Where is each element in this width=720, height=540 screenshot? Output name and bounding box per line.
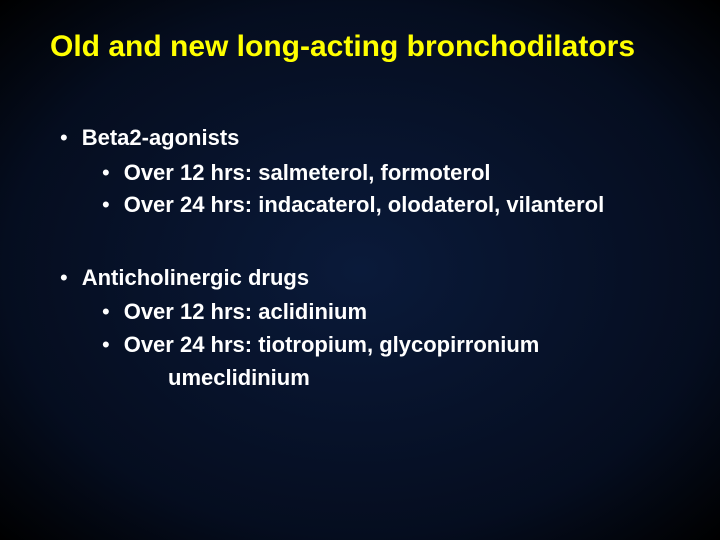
bullet-icon: • [102, 191, 110, 220]
bullet-text: Over 12 hrs: salmeterol, formoterol [124, 159, 491, 188]
bullet-heading: Anticholinergic drugs [82, 264, 309, 293]
bullet-text: Over 24 hrs: indacaterol, olodaterol, vi… [124, 191, 604, 220]
bullet-heading: Beta2-agonists [82, 124, 240, 153]
bullet-icon: • [102, 159, 110, 188]
bullet-item-0-0: • Over 12 hrs: salmeterol, formoterol [102, 159, 670, 188]
bullet-icon: • [102, 331, 110, 360]
slide-title: Old and new long-acting bronchodilators [50, 30, 670, 64]
bullet-icon: • [102, 298, 110, 327]
slide-content: • Beta2-agonists • Over 12 hrs: salmeter… [50, 124, 670, 392]
group-spacer [60, 224, 670, 264]
bullet-text: Over 24 hrs: tiotropium, glycopirronium [124, 331, 540, 360]
bullet-icon: • [60, 264, 68, 293]
bullet-icon: • [60, 124, 68, 153]
bullet-item-1-0: • Over 12 hrs: aclidinium [102, 298, 670, 327]
bullet-group-0: • Beta2-agonists [60, 124, 670, 153]
bullet-group-1: • Anticholinergic drugs [60, 264, 670, 293]
bullet-item-1-1-cont: umeclidinium [168, 364, 670, 393]
bullet-item-1-1: • Over 24 hrs: tiotropium, glycopirroniu… [102, 331, 670, 360]
slide: Old and new long-acting bronchodilators … [0, 0, 720, 540]
bullet-item-0-1: • Over 24 hrs: indacaterol, olodaterol, … [102, 191, 670, 220]
bullet-text: Over 12 hrs: aclidinium [124, 298, 367, 327]
